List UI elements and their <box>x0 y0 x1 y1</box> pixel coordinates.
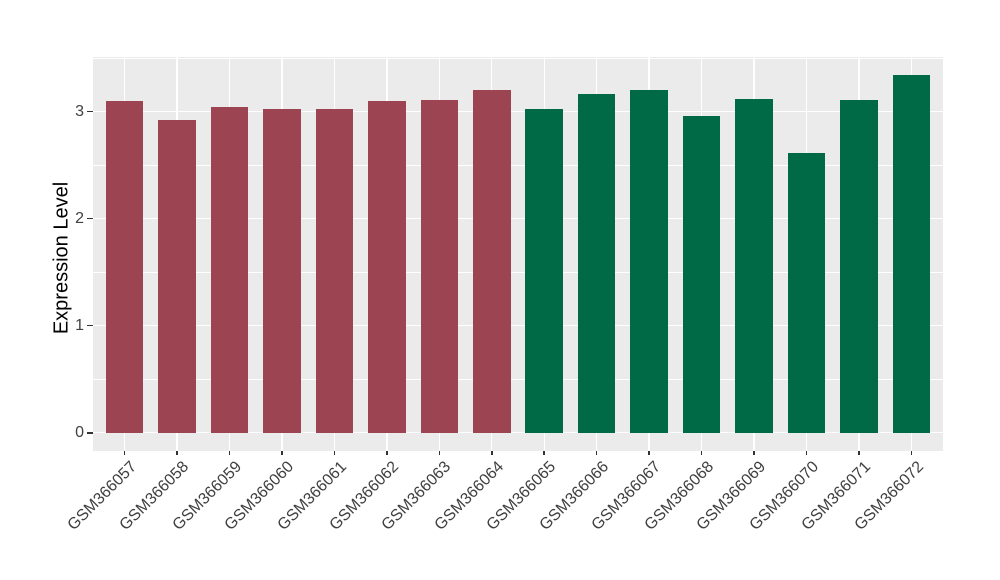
x-axis-tick <box>123 451 126 455</box>
grid-minor-h <box>93 57 943 59</box>
x-axis-tick <box>176 451 178 455</box>
y-axis-tick-label: 2 <box>75 209 84 227</box>
y-axis-tick <box>87 432 93 434</box>
bar-GSM366058 <box>158 120 196 433</box>
y-axis-tick <box>87 324 93 327</box>
x-axis-tick <box>753 451 755 455</box>
bar-GSM366063 <box>420 99 459 433</box>
x-axis-tick <box>386 451 388 455</box>
x-axis-tick <box>595 451 598 455</box>
bar-GSM366068 <box>682 115 721 433</box>
grid-minor-h <box>93 378 943 380</box>
grid-minor-h <box>93 271 943 273</box>
x-axis-tick <box>858 451 860 455</box>
bar-GSM366057 <box>105 100 144 433</box>
bar-GSM366062 <box>368 100 406 433</box>
x-axis-tick <box>228 451 231 455</box>
bar-GSM366070 <box>787 153 826 433</box>
x-axis-tick <box>543 451 545 455</box>
x-axis-tick <box>281 451 283 455</box>
bar-GSM366059 <box>210 107 249 433</box>
grid-major-h <box>93 110 943 113</box>
bar-GSM366069 <box>735 98 773 433</box>
x-axis-tick <box>438 451 441 455</box>
grid-major-h <box>93 432 943 434</box>
y-axis-tick <box>87 110 93 113</box>
plot-panel <box>93 57 943 451</box>
y-axis-title: Expression Level <box>50 181 73 335</box>
x-axis-tick <box>700 451 703 455</box>
bar-GSM366071 <box>840 99 878 433</box>
bar-GSM366060 <box>263 109 301 433</box>
y-axis-tick-label: 3 <box>75 102 84 120</box>
bar-GSM366061 <box>315 109 354 433</box>
x-axis-tick <box>910 451 913 455</box>
x-axis-tick <box>805 451 808 455</box>
grid-minor-h <box>93 164 943 166</box>
grid-major-h <box>93 325 943 327</box>
y-axis-tick <box>87 217 93 220</box>
bar-GSM366065 <box>525 109 563 433</box>
y-axis-tick-label: 1 <box>75 316 84 334</box>
x-axis-tick <box>491 451 493 455</box>
x-axis-tick <box>648 451 650 455</box>
bar-GSM366064 <box>473 90 511 433</box>
bar-GSM366072 <box>892 75 931 433</box>
bar-GSM366066 <box>577 94 616 433</box>
x-axis-tick <box>333 451 336 455</box>
bar-GSM366067 <box>630 90 668 433</box>
grid-major-h <box>93 217 943 220</box>
y-axis-tick-label: 0 <box>75 423 84 441</box>
